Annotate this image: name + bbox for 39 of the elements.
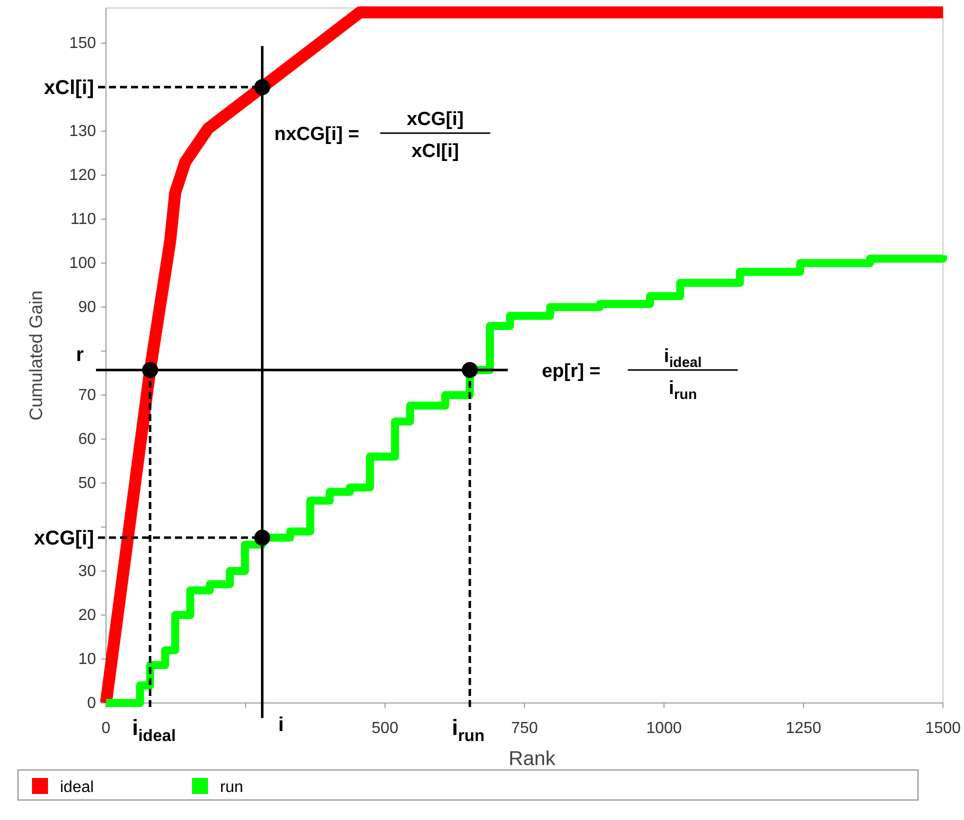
x-tick-label: 1500 <box>925 720 961 737</box>
point <box>254 79 270 96</box>
x-axis-title: Rank <box>508 748 556 770</box>
y-axis-title: Cumulated Gain <box>26 290 46 421</box>
x-tick-label: 750 <box>511 720 538 737</box>
y-tick-label: 60 <box>78 431 96 448</box>
annotation: xCG[i] <box>406 109 464 130</box>
annotation: xCl[i] <box>411 141 459 162</box>
x-tick-label: 0 <box>102 720 111 737</box>
annotation: i$_{ideal}$ <box>664 346 702 371</box>
y-tick-label: 10 <box>78 651 96 668</box>
annotation: nxCG[i] = <box>274 124 360 146</box>
annotation: ep[r] = <box>542 361 600 382</box>
annotation: i$_{run}$ <box>668 378 697 403</box>
legend-label: ideal <box>60 779 94 796</box>
legend-label: run <box>220 779 244 796</box>
y-tick-label: 70 <box>78 387 96 404</box>
annotation: i$_{ideal}$ <box>132 715 176 745</box>
point <box>254 530 270 546</box>
y-tick-label: 100 <box>69 255 96 272</box>
point <box>462 362 478 378</box>
y-tick-label: 110 <box>70 211 96 228</box>
annotation: i$_{run}$ <box>452 715 485 745</box>
x-tick-label: 1250 <box>786 720 822 737</box>
y-tick-label: 20 <box>78 607 96 624</box>
x-tick-label: 500 <box>372 720 398 737</box>
y-tick-label: 130 <box>69 123 96 140</box>
y-tick-label: 120 <box>69 167 96 184</box>
point <box>142 362 158 378</box>
y-tick-label: 150 <box>69 35 96 52</box>
y-tick-label: 30 <box>78 563 96 580</box>
annotation: xCG[i] <box>34 528 94 550</box>
y-tick-label: 50 <box>78 475 96 492</box>
y-tick-label: 0 <box>87 695 96 712</box>
x-tick-label: 1000 <box>646 720 682 737</box>
annotation: xCl[i] <box>44 77 94 100</box>
ref-line-label: i <box>278 714 284 736</box>
ref-line-label: r <box>76 344 84 366</box>
y-tick-label: 90 <box>78 299 96 316</box>
